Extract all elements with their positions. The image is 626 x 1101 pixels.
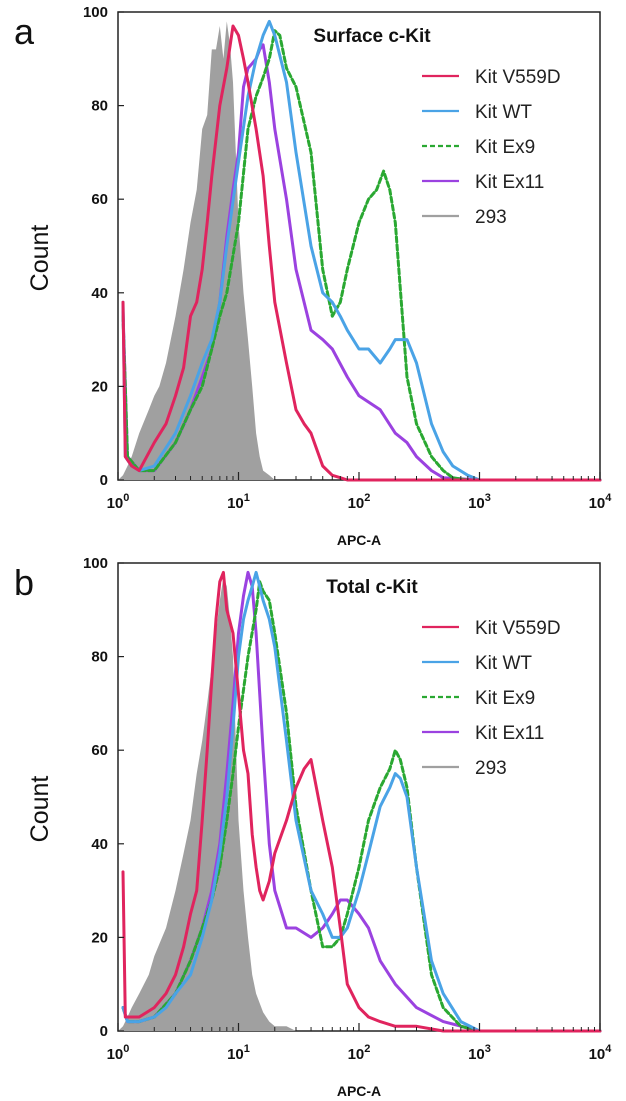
series-kit-ex11-line [121,43,602,482]
y-axis-title: Count [26,776,54,843]
series-293-area [118,21,600,481]
x-tick-label: 104 [589,492,613,512]
y-tick-label: 40 [91,836,108,853]
x-tick-label: 100 [107,1043,130,1063]
y-tick-label: 0 [100,472,108,489]
x-tick-base: 10 [348,495,365,512]
y-tick-label: 0 [100,1023,108,1040]
series-kit-wt-line [121,19,602,482]
x-tick-base: 10 [589,495,606,512]
y-ticks: 0 20 40 60 80 100 [83,4,124,489]
x-tick-exponent: 0 [123,492,129,504]
y-ticks: 0 20 40 60 80 100 [83,555,124,1040]
x-axis-title: APC-A [337,1083,381,1099]
x-tick-exponent: 1 [244,492,250,504]
filled-series-layer [118,21,600,481]
x-tick-exponent: 0 [123,1043,129,1055]
x-tick-exponent: 1 [244,1043,250,1055]
y-tick-label: 80 [91,98,108,115]
x-tick-label: 103 [468,1043,491,1063]
x-tick-base: 10 [107,495,124,512]
x-tick-base: 10 [589,1046,606,1063]
x-tick-base: 10 [227,1046,244,1063]
x-tick-exponent: 4 [605,1043,612,1055]
chart-title: Surface c-Kit [313,26,431,47]
x-tick-label: 102 [348,492,371,512]
y-tick-label: 20 [91,929,108,946]
x-tick-label: 104 [589,1043,613,1063]
line-series-layer [121,570,602,1033]
x-ticks: 100 101 102 103 104 [107,1023,613,1063]
x-tick-label: 103 [468,492,491,512]
x-tick-exponent: 4 [605,492,612,504]
y-tick-label: 100 [83,555,108,572]
series-293-area [118,577,600,1031]
chart-panel-b: b Count 0 20 40 60 80 100 100 101 102 103 104 APC… [0,551,626,1101]
x-tick-base: 10 [107,1046,124,1063]
x-tick-base: 10 [348,1046,365,1063]
legend-label: 293 [475,758,507,779]
panel-letter: b [14,562,34,603]
x-tick-base: 10 [227,495,244,512]
x-tick-exponent: 3 [485,492,491,504]
x-tick-exponent: 2 [364,492,370,504]
legend: Kit V559D Kit WT Kit Ex9 Kit Ex11 293 [422,67,561,228]
x-tick-base: 10 [468,495,485,512]
legend-label: Kit Ex11 [475,172,544,193]
legend-label: Kit WT [475,102,532,123]
legend-label: Kit V559D [475,67,561,88]
x-tick-label: 100 [107,492,130,512]
x-tick-label: 101 [227,1043,250,1063]
series-kit-ex9-line [121,29,602,482]
legend-label: Kit WT [475,653,532,674]
legend-label: Kit V559D [475,618,561,639]
y-tick-label: 60 [91,742,108,759]
x-tick-label: 102 [348,1043,371,1063]
y-tick-label: 80 [91,649,108,666]
series-kit-wt-line [121,570,602,1033]
panel-letter: a [14,11,35,52]
y-tick-label: 60 [91,191,108,208]
y-tick-label: 100 [83,4,108,21]
filled-series-layer [118,577,600,1031]
legend: Kit V559D Kit WT Kit Ex9 Kit Ex11 293 [422,618,561,779]
x-ticks: 100 101 102 103 104 [107,472,613,512]
x-tick-exponent: 3 [485,1043,491,1055]
y-tick-label: 40 [91,285,108,302]
chart-title: Total c-Kit [326,577,418,598]
chart-panel-a: a Count 0 20 40 60 80 100 100 101 102 103 104 APC… [0,0,626,550]
y-axis-title: Count [26,225,54,292]
y-tick-label: 20 [91,378,108,395]
legend-label: Kit Ex11 [475,723,544,744]
x-tick-label: 101 [227,492,250,512]
x-axis-title: APC-A [337,532,381,548]
legend-label: Kit Ex9 [475,688,535,709]
legend-label: 293 [475,207,507,228]
x-tick-base: 10 [468,1046,485,1063]
series-kit-v559d-line [121,570,602,1033]
series-kit-ex9-line [121,580,602,1033]
legend-label: Kit Ex9 [475,137,535,158]
x-tick-exponent: 2 [364,1043,370,1055]
